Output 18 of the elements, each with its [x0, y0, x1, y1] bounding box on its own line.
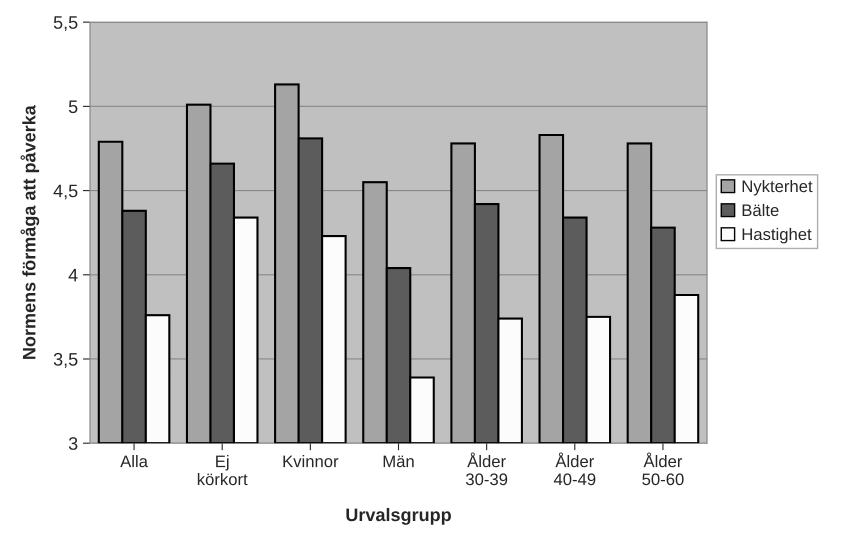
x-tick-label: Ålder 30-39: [466, 452, 508, 486]
y-tick-label: 5: [68, 100, 78, 114]
x-tick-label: Kvinnor: [283, 455, 338, 468]
x-tick-label: Ålder 50-60: [642, 452, 684, 486]
y-tick-label: 3: [68, 437, 78, 450]
x-tick-label: Ej körkort: [198, 455, 248, 486]
y-tick-label: 4: [68, 268, 78, 282]
x-tick-label: Ålder 40-49: [554, 452, 596, 486]
y-tick-label: 3,5: [54, 352, 78, 368]
y-axis-title: Normens förmåga att påverka: [20, 105, 40, 359]
x-axis-title: Urvalsgrupp: [346, 508, 451, 525]
legend-label: Nykterhet: [742, 180, 812, 196]
x-tick-label: Män: [384, 456, 414, 468]
y-tick-label: 5,5: [54, 16, 78, 32]
y-tick-label: 4,5: [53, 184, 78, 200]
x-tick-label: Alla: [120, 455, 148, 468]
legend-label: Hastighet: [742, 228, 812, 244]
legend-label: Bälte: [742, 204, 779, 216]
